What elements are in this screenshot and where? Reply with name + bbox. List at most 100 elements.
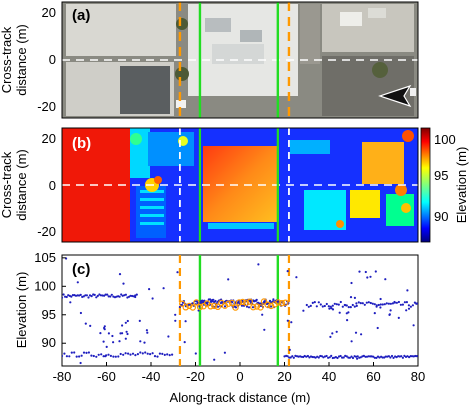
panel-c-point xyxy=(106,293,109,296)
panel-b-ylabel-line2: distance (m) xyxy=(14,149,29,221)
panel-c-point xyxy=(120,293,123,296)
panel-c-point xyxy=(109,354,112,357)
panel-c-rooftop-point xyxy=(264,301,271,308)
panel-a-y-ticks: 20 0 -20 xyxy=(37,5,56,114)
panel-c-rooftop-point xyxy=(235,299,243,306)
panel-c-point xyxy=(118,340,121,343)
panel-c-point xyxy=(95,296,98,299)
panel-c-xtick-label: 20 xyxy=(277,369,291,384)
panel-c-point xyxy=(118,273,122,276)
panel-c-ytick-label: 95 xyxy=(42,307,56,322)
panel-c-point xyxy=(337,303,340,306)
panel-c-point xyxy=(341,305,344,308)
panel-c-point xyxy=(103,328,106,331)
panel-c-point xyxy=(327,305,330,308)
panel-c-point xyxy=(288,348,291,351)
panel-c-point xyxy=(360,333,363,336)
panel-c-point xyxy=(174,313,177,316)
panel-c-point xyxy=(407,304,410,307)
panel-c-x-ticks: -80 -60 -40 -20 0 20 40 60 80 xyxy=(53,362,425,384)
panel-c-xtick-label: -60 xyxy=(97,369,116,384)
panel-c-rooftop-point xyxy=(260,298,268,305)
panel-c-point xyxy=(118,295,121,298)
panel-c-point xyxy=(139,340,142,343)
panel-c-point xyxy=(338,311,341,314)
panel-c-point xyxy=(97,353,100,356)
panel-c-point xyxy=(389,356,392,359)
panel-c-point xyxy=(331,304,334,307)
panel-c-point xyxy=(319,354,322,358)
colorbar-ticks: 100 95 90 xyxy=(434,132,456,224)
panel-c-point xyxy=(359,356,362,359)
panel-c-point xyxy=(309,304,312,307)
panel-c-point xyxy=(70,295,73,298)
panel-c-point xyxy=(311,355,314,359)
panel-c-point xyxy=(110,293,113,296)
panel-c-point xyxy=(158,352,161,355)
panel-c-point xyxy=(373,312,376,315)
panel-c-point xyxy=(306,354,309,358)
panel-c-point xyxy=(331,308,335,311)
panel-c-point xyxy=(403,301,406,304)
panel-c-point xyxy=(70,351,73,354)
panel-c-point xyxy=(319,303,322,306)
panel-c-point xyxy=(151,297,154,300)
panel-c-point xyxy=(183,341,186,344)
panel-c-point xyxy=(80,354,83,357)
panel-c-point xyxy=(105,345,108,348)
panel-c-rooftop-point xyxy=(246,298,253,305)
panel-b-y-ticks: 20 0 -20 xyxy=(37,131,56,239)
panel-c-point xyxy=(325,354,328,358)
panel-c-point xyxy=(384,278,387,281)
panel-c-point xyxy=(408,356,411,359)
panel-c-point xyxy=(367,301,370,304)
panel-c-point xyxy=(121,324,124,327)
panel-c-point xyxy=(82,295,85,298)
panel-c-point xyxy=(395,356,398,359)
panel-c-point xyxy=(339,354,342,358)
panel-c-point xyxy=(145,329,148,332)
panel-c-point xyxy=(156,355,159,358)
panel-c-point xyxy=(180,303,183,307)
panel-c-point xyxy=(400,355,403,358)
colorbar xyxy=(420,127,431,243)
panel-c-point xyxy=(122,282,125,285)
panel-c-point xyxy=(375,356,378,359)
panel-c-point xyxy=(63,352,66,355)
panel-c-point xyxy=(407,307,411,310)
panel-c-point xyxy=(397,316,400,319)
panel-c-point xyxy=(333,302,336,305)
panel-c-point xyxy=(166,353,169,356)
panel-c-point xyxy=(415,302,418,305)
panel-c-point xyxy=(379,306,382,309)
panel-c-point xyxy=(295,276,298,279)
panel-c-point xyxy=(384,355,387,358)
panel-c-point xyxy=(208,298,212,301)
panel-c-point xyxy=(121,332,124,335)
panel-c-ytick-label: 90 xyxy=(42,335,56,350)
panel-c-point xyxy=(96,294,99,297)
panel-c-point xyxy=(78,355,81,358)
panel-c-point xyxy=(317,356,320,359)
panel-c-point xyxy=(161,352,164,355)
panel-c-point xyxy=(350,340,353,343)
panel-c-point xyxy=(344,304,347,307)
panel-c-rooftop-point xyxy=(228,299,236,307)
panel-c-point xyxy=(393,300,396,304)
panel-c-point xyxy=(92,354,95,358)
colorbar-label: Elevation (m) xyxy=(454,147,469,224)
panel-c-point xyxy=(99,294,102,297)
panel-c-point xyxy=(314,356,317,359)
panel-c-point xyxy=(206,301,209,304)
panel-c-point xyxy=(302,309,305,312)
panel-c-point xyxy=(122,353,125,356)
panel-c-point xyxy=(109,295,112,298)
panel-c-rooftop-point xyxy=(178,300,186,307)
panel-c-point xyxy=(234,306,238,309)
panel-c-point xyxy=(291,355,294,358)
panel-c-point xyxy=(111,334,114,338)
panel-c-point xyxy=(138,319,141,322)
panel-c-point xyxy=(390,354,394,358)
panel-c-point xyxy=(297,355,300,358)
panel-b-ylabel-line1: Cross-track xyxy=(0,151,14,218)
